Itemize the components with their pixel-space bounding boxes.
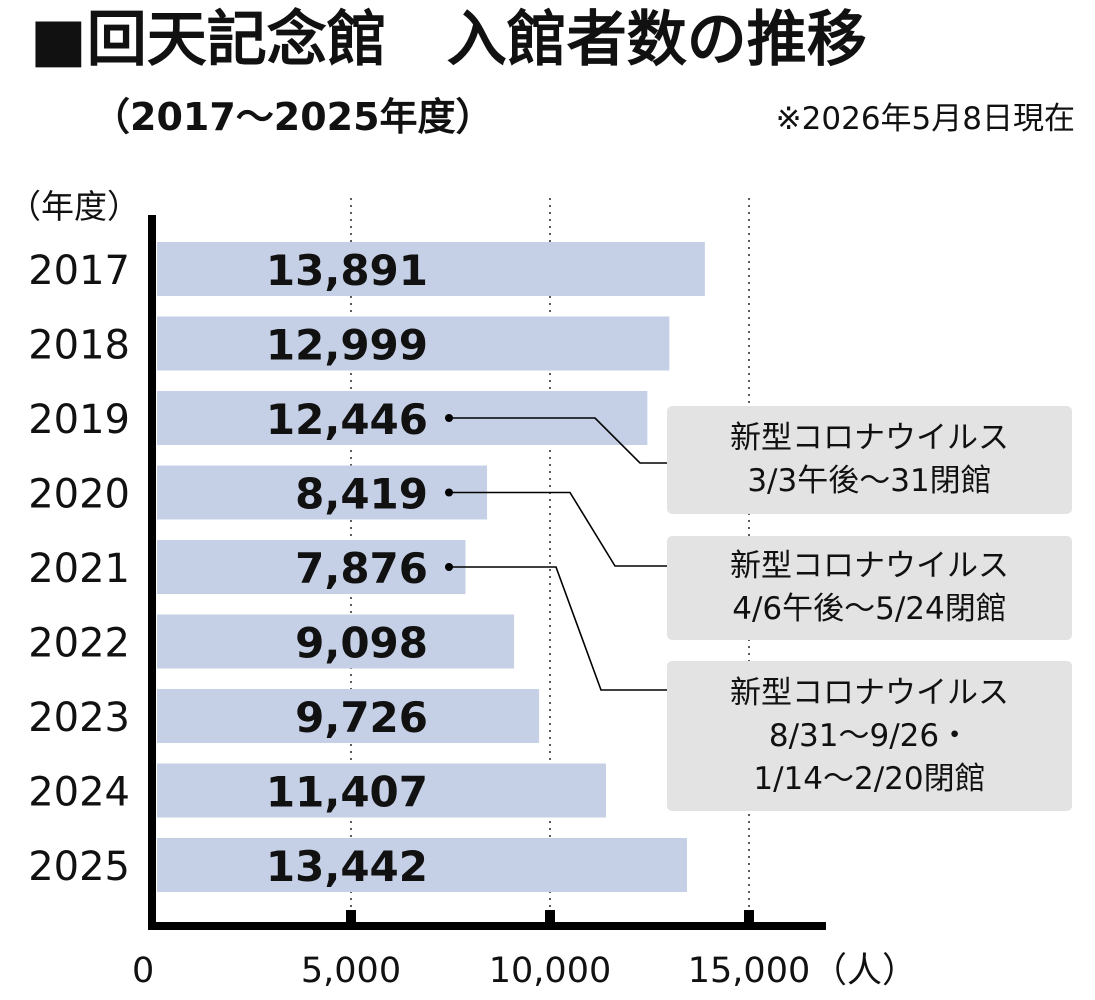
annotation-box: 新型コロナウイルス 3/3午後～31閉館: [667, 406, 1072, 514]
annotation-text: 3/3午後～31閉館: [747, 463, 992, 499]
bars: [157, 242, 705, 892]
x-tick-label: 10,000: [489, 951, 611, 991]
bar: [157, 465, 488, 520]
annotation-box: 新型コロナウイルス 8/31～9/26・ 1/14～2/20閉館: [667, 661, 1072, 811]
year-label: 2018: [28, 323, 130, 369]
value-label: 12,446: [266, 395, 428, 444]
value-label: 12,999: [266, 321, 428, 370]
year-label: 2017: [28, 248, 130, 294]
value-label: 8,419: [295, 470, 428, 519]
bar: [157, 838, 687, 892]
x-tick-label: 0: [132, 951, 154, 991]
x-ticks: [346, 910, 754, 928]
x-tick-label: 5,000: [301, 951, 401, 991]
x-tick-mark: [545, 910, 555, 928]
annotation-connector: [449, 566, 667, 691]
year-label: 2022: [28, 621, 130, 667]
bar: [157, 242, 705, 296]
bar: [157, 540, 466, 594]
chart-subtitle: （2017～2025年度）: [92, 95, 494, 139]
annotation-text: 新型コロナウイルス: [730, 548, 1009, 584]
year-label: 2019: [28, 397, 130, 443]
year-label: 2020: [28, 472, 130, 518]
annotation-text: 新型コロナウイルス: [730, 420, 1009, 456]
bar: [157, 763, 606, 818]
annotation-text: 8/31～9/26・: [768, 717, 971, 754]
annotation-connector: [449, 491, 667, 567]
value-label: 13,891: [266, 246, 428, 295]
bar: [157, 689, 540, 743]
y-axis-label: （年度）: [8, 187, 140, 226]
chart-title: ■回天記念館 入館者数の推移: [30, 5, 867, 75]
x-tick-mark: [346, 910, 356, 928]
year-label: 2023: [28, 695, 130, 741]
axes: [148, 215, 826, 930]
as-of-date: ※2026年5月8日現在: [775, 101, 1075, 137]
annotation-connectors: [445, 414, 667, 691]
annotation-text: 新型コロナウイルス: [730, 674, 1009, 711]
value-label: 11,407: [266, 768, 428, 817]
value-label: 9,726: [295, 693, 428, 742]
year-label: 2025: [28, 844, 130, 890]
x-tick-label: 15,000: [688, 951, 810, 991]
bar: [157, 316, 670, 371]
year-label: 2024: [28, 770, 130, 816]
value-label: 9,098: [295, 619, 428, 668]
annotation-text: 4/6午後～5/24閉館: [732, 591, 1007, 627]
year-label: 2021: [28, 546, 130, 592]
annotation-box: 新型コロナウイルス 4/6午後～5/24閉館: [667, 536, 1072, 640]
x-axis-label: （人）: [812, 951, 917, 991]
annotation-text: 1/14～2/20閉館: [753, 760, 986, 797]
bar: [157, 614, 515, 669]
annotation-connector: [449, 417, 667, 464]
value-label: 13,442: [266, 842, 428, 891]
x-tick-mark: [744, 910, 754, 928]
value-label: 7,876: [295, 544, 428, 593]
